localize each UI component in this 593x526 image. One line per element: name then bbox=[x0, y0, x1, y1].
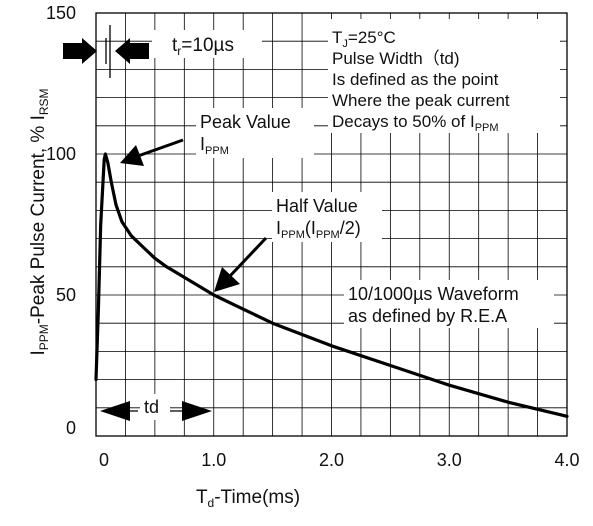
half-label-bg bbox=[272, 192, 382, 242]
waveform-label-bg bbox=[344, 280, 554, 328]
half-arrow bbox=[214, 236, 268, 292]
x-tick-label: 0 bbox=[99, 450, 109, 470]
tj-block-bg bbox=[328, 19, 560, 133]
peak-label-bg bbox=[196, 108, 314, 158]
x-tick-label: 2.0 bbox=[319, 450, 344, 470]
x-axis-label: Td-Time(ms) bbox=[196, 487, 300, 510]
td-right-arrow bbox=[170, 401, 212, 421]
x-tick-label: 1.0 bbox=[201, 450, 226, 470]
waveform-label-line1: 10/1000µs Waveform bbox=[348, 284, 519, 304]
decays-label: Decays to 50% of IPPM bbox=[332, 112, 499, 134]
half-value-sublabel: IPPM(IPPM/2) bbox=[276, 218, 361, 241]
y-axis-label: IPPM-Peak Pulse Current, % IRSM bbox=[28, 88, 51, 355]
td-label-bg bbox=[140, 394, 170, 420]
x-tick-label: 3.0 bbox=[437, 450, 462, 470]
peak-value-sublabel: IPPM bbox=[200, 134, 229, 157]
y-tick-label: 150 bbox=[46, 3, 76, 23]
peak-arrow bbox=[120, 138, 184, 166]
peak-value-label: Peak Value bbox=[200, 112, 291, 132]
tr-right-arrow bbox=[115, 38, 149, 64]
plot-frame bbox=[95, 12, 568, 437]
tr-left-arrow bbox=[63, 38, 97, 64]
waveform-label-line2: as defined by R.E.A bbox=[348, 306, 507, 326]
y-tick-label: 50 bbox=[56, 285, 76, 305]
tick-labels: 0 1.0 2.0 3.0 4.0 0 50 100 150 bbox=[46, 3, 580, 470]
y-tick-label: 100 bbox=[46, 144, 76, 164]
waveform-curve bbox=[94, 152, 569, 418]
y-tick-label: 0 bbox=[66, 418, 76, 438]
tj-label: TJ=25°C bbox=[332, 28, 396, 50]
half-value-label: Half Value bbox=[276, 196, 358, 216]
tr-label: tr=10µs bbox=[172, 35, 234, 58]
td-left-arrow bbox=[100, 401, 138, 421]
x-tick-label: 4.0 bbox=[554, 450, 579, 470]
tr-label-bg bbox=[152, 30, 262, 58]
pulse-width-label: Pulse Width（td) bbox=[332, 49, 460, 68]
td-label: td bbox=[144, 397, 159, 417]
where-line-label: Where the peak current bbox=[332, 91, 510, 110]
defined-line-label: Is defined as the point bbox=[332, 70, 499, 89]
